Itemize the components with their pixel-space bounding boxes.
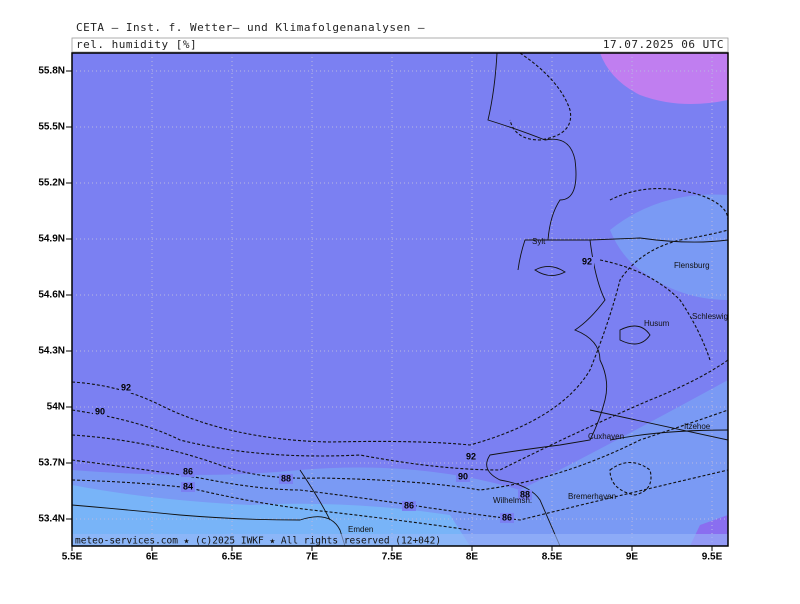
city-label: Wilhelmsh. bbox=[493, 496, 532, 505]
footer-bar bbox=[72, 534, 728, 546]
contour-label: 92 bbox=[121, 382, 131, 392]
lon-tick-label: 8.5E bbox=[542, 552, 563, 563]
contour-line bbox=[609, 461, 652, 496]
contour-line bbox=[72, 479, 471, 531]
header-title: CETA — Inst. f. Wetter— und Klimafolgena… bbox=[76, 21, 425, 34]
contour-label-bg bbox=[580, 257, 594, 267]
lon-tick-label: 7.5E bbox=[382, 552, 403, 563]
lon-tick-label: 5.5E bbox=[62, 552, 83, 563]
city-label: Husum bbox=[644, 319, 670, 328]
lon-tick-label: 9E bbox=[626, 552, 639, 563]
lat-tick-label: 54N bbox=[47, 402, 65, 413]
contour-line bbox=[72, 409, 728, 491]
contour-label: 88 bbox=[520, 489, 530, 499]
lat-tick-label: 54.3N bbox=[38, 346, 65, 357]
field-name: rel. humidity [%] bbox=[76, 38, 197, 51]
map-frame bbox=[71, 52, 729, 547]
lat-tick-label: 55.2N bbox=[38, 178, 65, 189]
footer-credit: meteo-services.com ★ (c)2025 IWKF ★ All … bbox=[75, 536, 441, 547]
coastline bbox=[72, 53, 728, 546]
humidity-field bbox=[610, 194, 728, 300]
contour-label-bg bbox=[456, 472, 470, 482]
contour-line bbox=[72, 359, 728, 471]
coastline bbox=[534, 266, 728, 441]
humidity-field bbox=[72, 485, 470, 546]
contour-label-bg bbox=[464, 452, 478, 462]
contour-label-bg bbox=[500, 513, 514, 523]
lon-tick-label: 8E bbox=[466, 552, 479, 563]
contour-line bbox=[72, 229, 728, 446]
city-label: Cuxhaven bbox=[588, 432, 624, 441]
contour-label-bg bbox=[402, 501, 416, 511]
contour-label: 84 bbox=[183, 481, 193, 491]
contour-label: 86 bbox=[502, 512, 512, 522]
contour-label-bg bbox=[119, 383, 133, 393]
city-label: Flensburg bbox=[674, 261, 710, 270]
lon-tick-label: 6E bbox=[146, 552, 159, 563]
contour-label-bg bbox=[93, 407, 107, 417]
lat-tick-label: 54.6N bbox=[38, 290, 65, 301]
contour-label: 86 bbox=[183, 466, 193, 476]
lat-tick-label: 53.7N bbox=[38, 458, 65, 469]
map-area: 92 90 86 84 88 92 90 88 86 86 92 Sylt Flensburg Husum… bbox=[72, 53, 728, 547]
lat-tick-label: 55.8N bbox=[38, 66, 65, 77]
city-label: Bremerhaven bbox=[568, 492, 616, 501]
valid-time: 17.07.2025 06 UTC bbox=[603, 38, 724, 51]
lat-tick-label: 54.9N bbox=[38, 234, 65, 245]
lon-tick-label: 9.5E bbox=[702, 552, 723, 563]
lat-tick-label: 53.4N bbox=[38, 514, 65, 525]
contour-line bbox=[509, 53, 728, 361]
lat-tick-label: 55.5N bbox=[38, 122, 65, 133]
contour-label: 86 bbox=[404, 500, 414, 510]
city-label: Schleswig bbox=[692, 312, 728, 321]
lon-tick-label: 7E bbox=[306, 552, 319, 563]
city-label: Itzehoe bbox=[684, 422, 711, 431]
contour-label: 88 bbox=[281, 473, 291, 483]
contour-label: 90 bbox=[458, 471, 468, 481]
contour-label: 90 bbox=[95, 406, 105, 416]
city-label: Sylt bbox=[532, 237, 546, 246]
contour-label-bg bbox=[518, 490, 532, 500]
lon-tick-label: 6.5E bbox=[222, 552, 243, 563]
contour-label-bg bbox=[279, 474, 293, 484]
contour-label-bg bbox=[181, 467, 195, 477]
city-label: Emden bbox=[348, 525, 373, 534]
contour-label: 92 bbox=[466, 451, 476, 461]
contour-label: 92 bbox=[582, 256, 592, 266]
header-bar bbox=[71, 37, 729, 53]
contour-label-bg bbox=[181, 482, 195, 492]
